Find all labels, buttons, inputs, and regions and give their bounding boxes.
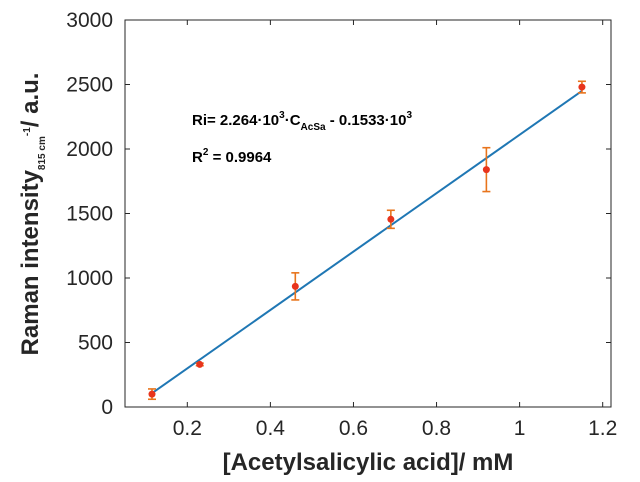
data-point [387,215,395,223]
y-tick-label: 2500 [66,74,113,97]
data-point [578,83,586,91]
r2-part2: = 0.9964 [208,149,272,166]
equation-sub1: AcSa [301,122,326,133]
equation-sup1: 3 [279,110,285,121]
equation-part1: Ri= 2.264·10 [192,112,279,129]
equation-part2: ·C [285,112,301,129]
x-tick-label: 0.4 [256,417,286,440]
r2-sup: 2 [203,147,209,158]
data-point [148,390,156,398]
y-tick-label: 500 [78,332,113,355]
y-axis-title-tail: / a.u. [17,73,44,128]
y-tick-label: 1000 [66,267,113,290]
equation-part3: - 0.1533·10 [326,112,407,129]
x-axis-title: [Acetylsalicylic acid]/ mM [223,449,514,476]
r2-part1: R [192,149,203,166]
y-axis-title-sub: 815 cm [37,136,48,170]
x-tick-label: 1.2 [588,417,617,440]
y-tick-label: 3000 [66,9,113,32]
x-axis-ticks: 0.2 0.4 0.6 0.8 1 1.2 [173,20,617,440]
data-point [482,166,490,174]
fit-line [151,90,583,395]
y-tick-label: 0 [101,396,113,419]
y-axis-ticks: 0 500 1000 1500 2000 2500 3000 [66,9,611,419]
x-tick-label: 0.6 [339,417,368,440]
y-axis-title: Raman intensity815 cm -1/ a.u. [17,73,48,356]
equation-sup2: 3 [406,110,412,121]
x-tick-label: 0.8 [422,417,451,440]
y-tick-label: 2000 [66,138,113,161]
fit-line-group [151,90,583,395]
plot-area [124,19,612,408]
data-points [148,83,586,398]
data-point [291,282,299,290]
y-tick-label: 1500 [66,203,113,226]
y-axis-title-sup: -1 [22,127,33,136]
x-tick-label: 1 [514,417,526,440]
r2-annotation: R2 = 0.9964 [192,147,272,166]
y-axis-title-main: Raman intensity [17,169,44,355]
x-tick-label: 0.2 [173,417,202,440]
equation-annotation: Ri= 2.264·103·CAcSa - 0.1533·103 [192,110,412,133]
data-point [196,360,204,368]
